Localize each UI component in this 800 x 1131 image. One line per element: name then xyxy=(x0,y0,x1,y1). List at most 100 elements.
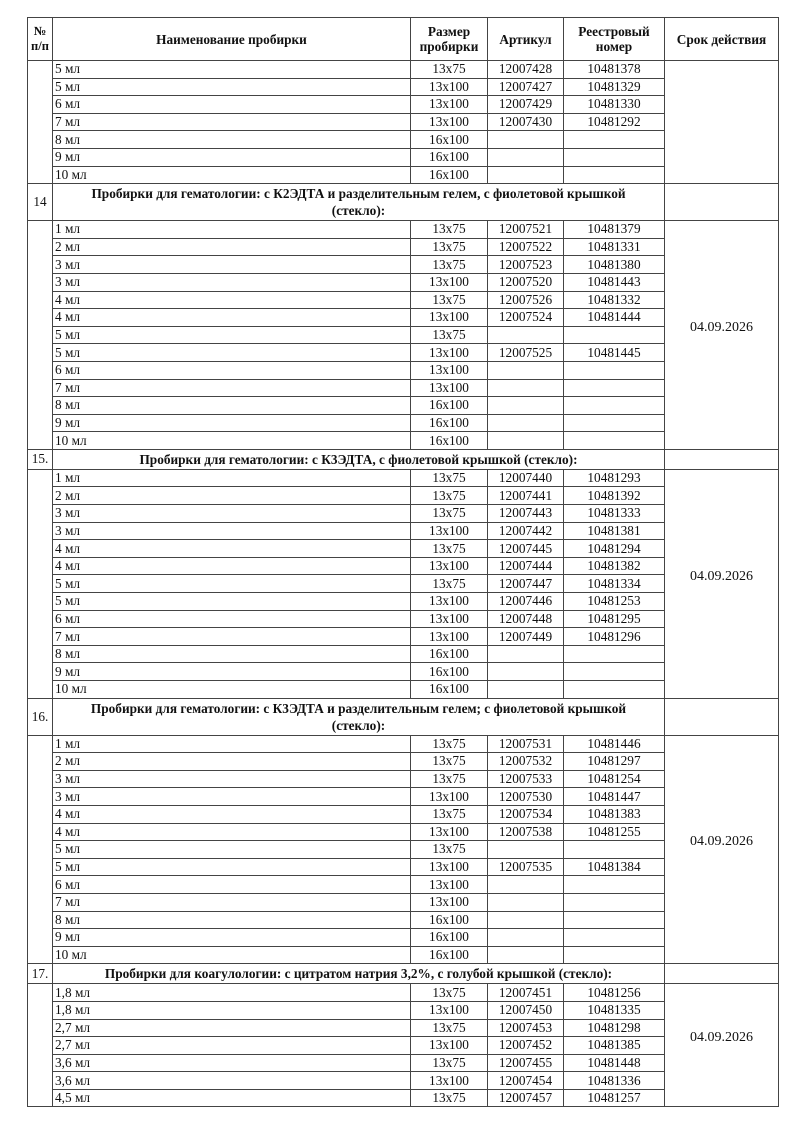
tube-name: 4 мл xyxy=(52,556,411,576)
tube-name: 2,7 мл xyxy=(52,1036,411,1055)
tube-article xyxy=(487,413,564,433)
tube-name: 7 мл xyxy=(52,627,411,646)
tube-name: 5 мл xyxy=(52,60,411,79)
tube-name: 1 мл xyxy=(52,734,411,754)
tube-size: 13x75 xyxy=(410,1053,488,1073)
tube-size: 13x100 xyxy=(410,627,488,646)
section-title: Пробирки для гематологии: с К3ЭДТА и раз… xyxy=(52,697,665,736)
tube-registry: 10481332 xyxy=(563,290,665,310)
tube-size: 13x100 xyxy=(410,95,488,114)
tube-name: 3 мл xyxy=(52,255,411,274)
tube-name: 3 мл xyxy=(52,769,411,789)
tube-registry xyxy=(563,413,665,433)
row-number-blank xyxy=(27,983,53,1108)
section-title: Пробирки для коагулологии: с цитратом на… xyxy=(52,963,665,985)
section-header-row: 17. Пробирки для коагулологии: с цитратом… xyxy=(27,963,779,985)
tube-size: 13x100 xyxy=(410,521,488,541)
tube-name: 4 мл xyxy=(52,804,411,824)
tube-article: 12007525 xyxy=(487,343,564,362)
expiry-date: 04.09.2026 xyxy=(664,734,779,965)
tube-size: 13x75 xyxy=(410,486,488,506)
table-row: 4 мл 13x100 12007538 10481255 xyxy=(28,822,779,842)
tube-size: 13x100 xyxy=(410,857,488,877)
tube-name: 1 мл xyxy=(52,468,411,488)
tube-registry xyxy=(563,378,665,398)
tube-name: 8 мл xyxy=(52,644,411,664)
tube-size: 13x75 xyxy=(410,290,488,310)
tube-name: 5 мл xyxy=(52,840,411,859)
tube-size: 13x100 xyxy=(410,892,488,912)
tube-size: 13x100 xyxy=(410,592,488,611)
table-row: 4,5 мл 13x75 12007457 10481257 xyxy=(28,1088,779,1108)
table-row: 5 мл 13x100 12007427 10481329 xyxy=(28,77,779,97)
tube-name: 9 мл xyxy=(52,662,411,681)
tube-article xyxy=(487,360,564,380)
tube-size: 16x100 xyxy=(410,945,488,965)
tube-article xyxy=(487,325,564,345)
tube-name: 7 мл xyxy=(52,378,411,398)
tube-article xyxy=(487,945,564,965)
tube-article xyxy=(487,875,564,894)
tube-article: 12007524 xyxy=(487,308,564,327)
tube-size: 13x100 xyxy=(410,1071,488,1090)
tube-name: 7 мл xyxy=(52,112,411,132)
tube-size: 16x100 xyxy=(410,431,488,450)
tube-name: 10 мл xyxy=(52,680,411,699)
table-row: 2,7 мл 13x100 12007452 10481385 xyxy=(28,1036,779,1055)
tube-name: 1,8 мл xyxy=(52,1000,411,1020)
tube-registry xyxy=(563,892,665,912)
tube-article: 12007533 xyxy=(487,769,564,789)
expiry-date: 04.09.2026 xyxy=(664,220,779,450)
tube-name: 2 мл xyxy=(52,752,411,771)
tube-name: 1 мл xyxy=(52,220,411,239)
tube-registry: 10481294 xyxy=(563,539,665,558)
tube-name: 3,6 мл xyxy=(52,1071,411,1090)
tube-registry: 10481448 xyxy=(563,1053,665,1073)
table-row: 1 мл 13x75 12007521 10481379 04.09.2026 xyxy=(27,220,779,450)
tube-article xyxy=(487,431,564,450)
tube-registry xyxy=(563,910,665,930)
tube-name: 9 мл xyxy=(52,928,411,947)
section-number: 17. xyxy=(27,963,53,985)
tube-registry: 10481256 xyxy=(563,983,665,1002)
table-row: 9 мл 16x100 xyxy=(28,662,779,681)
tube-article: 12007445 xyxy=(487,539,564,558)
table-row: 5 мл 13x75 12007428 10481378 xyxy=(27,59,779,185)
expiry-date xyxy=(664,59,779,185)
tube-size: 13x75 xyxy=(410,539,488,558)
tube-size: 16x100 xyxy=(410,680,488,699)
table-row: 1 мл 13x75 12007440 10481293 04.09.2026 xyxy=(27,468,779,699)
tube-size: 16x100 xyxy=(410,910,488,930)
tube-registry: 10481446 xyxy=(563,734,665,754)
tube-size: 13x75 xyxy=(410,255,488,274)
tube-name: 4 мл xyxy=(52,308,411,327)
tube-size: 16x100 xyxy=(410,130,488,149)
table-row: 8 мл 16x100 xyxy=(28,644,779,664)
tube-name: 5 мл xyxy=(52,574,411,594)
tube-size: 13x75 xyxy=(410,734,488,754)
tube-article xyxy=(487,130,564,149)
tube-registry: 10481444 xyxy=(563,308,665,327)
tube-article xyxy=(487,840,564,859)
tube-article: 12007430 xyxy=(487,112,564,132)
tube-name: 10 мл xyxy=(52,431,411,450)
table-row: 4 мл 13x100 12007444 10481382 xyxy=(28,556,779,576)
tube-name: 5 мл xyxy=(52,77,411,97)
tube-size: 13x100 xyxy=(410,77,488,97)
tube-registry: 10481257 xyxy=(563,1088,665,1108)
tube-name: 3 мл xyxy=(52,521,411,541)
tube-name: 9 мл xyxy=(52,147,411,167)
table-row: 7 мл 13x100 12007430 10481292 xyxy=(28,112,779,132)
section-number: 15. xyxy=(27,448,53,470)
tube-registry xyxy=(563,945,665,965)
section-expiry-blank xyxy=(664,963,779,985)
tube-size: 13x100 xyxy=(410,875,488,894)
tube-article: 12007443 xyxy=(487,504,564,523)
tube-name: 7 мл xyxy=(52,892,411,912)
tube-article: 12007448 xyxy=(487,609,564,629)
tube-size: 13x75 xyxy=(410,325,488,345)
tube-name: 8 мл xyxy=(52,910,411,930)
tube-registry xyxy=(563,928,665,947)
table-row: 3,6 мл 13x75 12007455 10481448 xyxy=(28,1053,779,1073)
header-registry: Реестровый номер xyxy=(563,17,665,61)
